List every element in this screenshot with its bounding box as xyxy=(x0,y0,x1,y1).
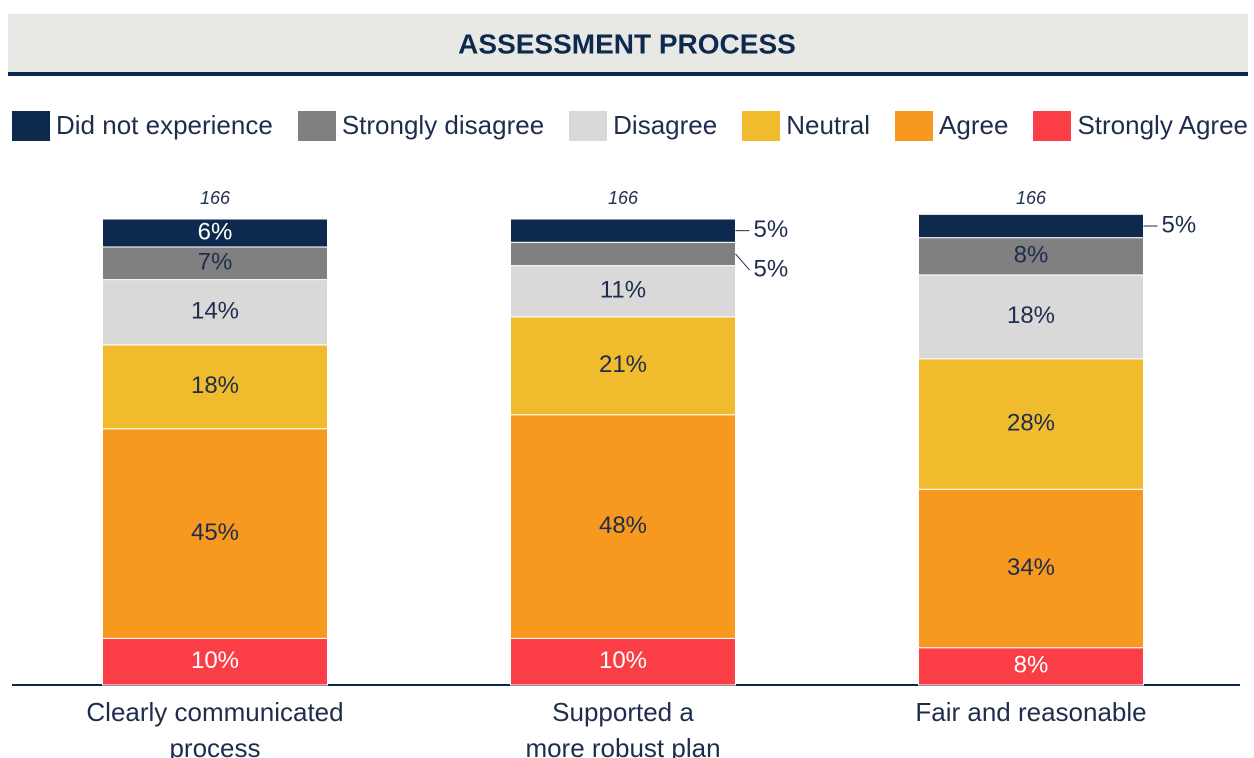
bar-segment xyxy=(918,358,1144,490)
bar-segment xyxy=(510,241,736,267)
x-tick-label: Supported a more robust plan xyxy=(525,697,721,758)
legend-label: Disagree xyxy=(613,110,718,140)
bar-segment xyxy=(510,637,736,686)
bar-segment xyxy=(918,647,1144,686)
data-label: 34% xyxy=(1007,554,1055,581)
data-label: 10% xyxy=(191,647,239,674)
data-label: 11% xyxy=(600,277,646,304)
legend-item: Strongly disagree xyxy=(297,110,545,141)
bar-segment xyxy=(510,316,736,416)
data-label: 7% xyxy=(198,249,233,276)
title-rule xyxy=(8,72,1248,76)
bar-segment xyxy=(102,218,328,248)
bar-segment xyxy=(918,274,1144,360)
legend-swatch xyxy=(12,110,50,141)
data-label: 5% xyxy=(754,216,789,243)
leader-line xyxy=(735,253,750,271)
legend-label: Strongly disagree xyxy=(341,110,545,140)
bar-segment xyxy=(510,414,736,639)
bar-segment xyxy=(102,246,328,281)
chart-title: ASSESSMENT PROCESS xyxy=(458,28,796,59)
bar-segment xyxy=(510,265,736,318)
total-label: 166 xyxy=(200,188,231,208)
data-label: 6% xyxy=(198,218,233,245)
legend-swatch xyxy=(895,110,934,141)
legend-item: Neutral xyxy=(742,110,870,141)
data-label: 45% xyxy=(191,519,239,546)
bar-segment xyxy=(918,237,1144,276)
legend-label: Neutral xyxy=(786,110,871,140)
data-label: 18% xyxy=(1007,302,1055,329)
legend-label: Did not experience xyxy=(56,110,273,140)
bar-segment xyxy=(918,488,1144,649)
bar-segment xyxy=(510,218,736,243)
data-label: 18% xyxy=(191,372,239,399)
x-tick-label: Fair and reasonable xyxy=(915,697,1147,727)
data-label: 5% xyxy=(1162,211,1197,238)
legend-swatch xyxy=(569,110,608,141)
legend-swatch xyxy=(742,110,781,141)
x-tick-label: Clearly communicated process xyxy=(86,697,344,758)
data-label: 28% xyxy=(1007,409,1055,436)
legend-swatch xyxy=(1033,110,1072,141)
legend-item: Did not experience xyxy=(12,110,273,141)
title-band xyxy=(8,14,1248,72)
legend-item: Strongly Agree xyxy=(1033,110,1248,141)
bar-segment xyxy=(102,344,328,430)
bar-segment xyxy=(102,428,328,639)
data-label: 21% xyxy=(599,351,647,378)
legend-label: Strongly Agree xyxy=(1077,110,1248,140)
legend: Did not experience Strongly disagree Disag… xyxy=(12,110,1248,141)
data-label: 14% xyxy=(191,298,239,325)
legend-item: Disagree xyxy=(569,110,717,141)
legend-label: Agree xyxy=(939,110,1009,140)
data-label: 8% xyxy=(1014,242,1049,269)
data-label: 48% xyxy=(599,512,647,539)
data-label: 5% xyxy=(754,255,789,282)
total-label: 166 xyxy=(1016,188,1047,208)
total-label: 166 xyxy=(608,188,639,208)
data-label: 10% xyxy=(599,647,647,674)
legend-item: Agree xyxy=(895,110,1008,141)
data-label: 8% xyxy=(1014,652,1049,679)
legend-swatch xyxy=(297,110,336,141)
bar-segment xyxy=(102,279,328,346)
bar-segment xyxy=(918,213,1144,239)
